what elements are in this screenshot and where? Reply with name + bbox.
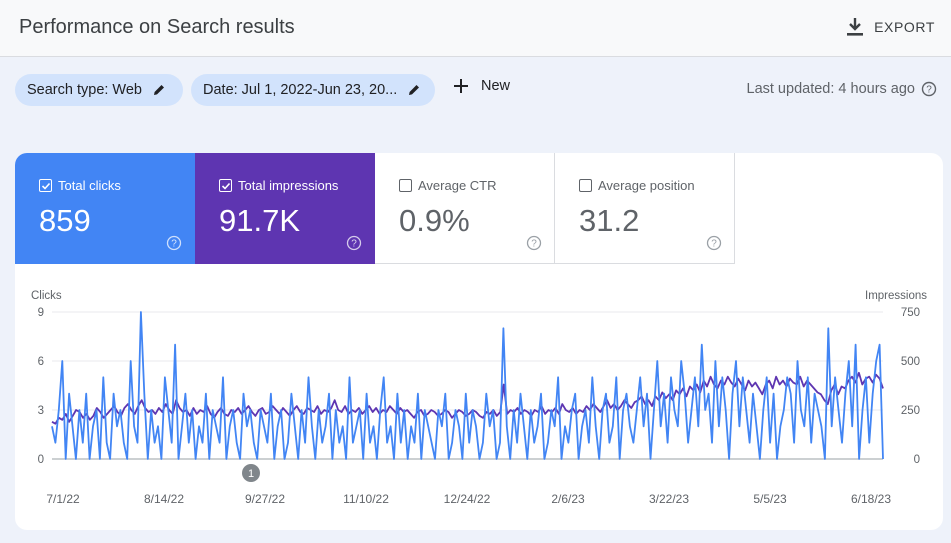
- svg-text:?: ?: [531, 239, 537, 250]
- date-label: Date: Jul 1, 2022-Jun 23, 20...: [203, 82, 398, 98]
- svg-text:?: ?: [711, 239, 717, 250]
- metric-average-ctr[interactable]: Average CTR 0.9% ?: [375, 153, 555, 264]
- help-icon[interactable]: ?: [166, 235, 182, 251]
- y-left-tick-label: 3: [38, 405, 44, 417]
- help-icon[interactable]: ?: [706, 235, 722, 251]
- last-updated: Last updated: 4 hours ago ?: [747, 81, 938, 97]
- metric-label: Total impressions: [238, 178, 339, 193]
- x-tick-label: 7/1/22: [46, 492, 80, 506]
- plus-icon: [454, 79, 468, 93]
- help-icon[interactable]: ?: [526, 235, 542, 251]
- metric-total-impressions[interactable]: Total impressions 91.7K ?: [195, 153, 375, 264]
- performance-card: Total clicks 859 ? Total impressions 91.…: [15, 153, 943, 530]
- performance-chart[interactable]: Clicks Impressions 9 750 6 500 3 250 0 0 7/1/22…: [15, 153, 943, 530]
- checkbox-unchecked-icon[interactable]: [399, 179, 412, 192]
- x-tick-label: 8/14/22: [144, 492, 184, 506]
- last-updated-text: Last updated: 4 hours ago: [746, 81, 916, 97]
- y-right-axis-label: Impressions: [865, 290, 927, 302]
- y-right-tick-label: 250: [901, 405, 920, 417]
- help-icon[interactable]: ?: [346, 235, 362, 251]
- new-label: New: [481, 78, 511, 94]
- x-tick-label: 12/24/22: [444, 492, 491, 506]
- page-header: Performance on Search results EXPORT: [0, 0, 951, 57]
- export-button[interactable]: EXPORT: [846, 17, 935, 37]
- y-right-tick-label: 750: [901, 307, 920, 319]
- checkbox-checked-icon[interactable]: [219, 179, 232, 192]
- export-label: EXPORT: [874, 19, 935, 35]
- annotation-label: 1: [248, 468, 254, 480]
- edit-icon: [154, 85, 164, 95]
- x-tick-label: 9/27/22: [245, 492, 285, 506]
- metric-total-clicks[interactable]: Total clicks 859 ?: [15, 153, 195, 264]
- svg-text:?: ?: [926, 85, 932, 96]
- x-tick-label: 6/18/23: [851, 492, 891, 506]
- y-left-tick-label: 0: [38, 454, 44, 466]
- metric-average-position[interactable]: Average position 31.2 ?: [555, 153, 735, 264]
- metric-value: 0.9%: [399, 203, 470, 238]
- metric-label: Average position: [598, 178, 695, 193]
- metric-value: 31.2: [579, 203, 640, 238]
- x-tick-label: 2/6/23: [551, 492, 585, 506]
- svg-text:?: ?: [171, 239, 177, 250]
- new-filter-button[interactable]: New: [453, 78, 510, 94]
- metric-label: Average CTR: [418, 178, 497, 193]
- search-type-label: Search type: Web: [27, 82, 142, 98]
- search-type-chip[interactable]: Search type: Web: [15, 74, 183, 106]
- series-line-clicks: [51, 311, 884, 460]
- metric-value: 859: [39, 203, 91, 238]
- checkbox-unchecked-icon[interactable]: [579, 179, 592, 192]
- page-title: Performance on Search results: [19, 16, 295, 38]
- help-icon[interactable]: ?: [921, 81, 937, 97]
- edit-icon: [409, 85, 420, 95]
- download-icon: [847, 18, 864, 36]
- svg-text:?: ?: [351, 239, 357, 250]
- y-right-tick-label: 500: [901, 356, 920, 368]
- x-tick-label: 11/10/22: [343, 492, 389, 506]
- checkbox-checked-icon[interactable]: [39, 179, 52, 192]
- x-tick-label: 3/22/23: [649, 492, 689, 506]
- metric-label: Total clicks: [58, 178, 121, 193]
- annotation-marker[interactable]: [242, 464, 260, 482]
- y-right-tick-label: 0: [914, 454, 920, 466]
- x-tick-label: 5/5/23: [753, 492, 787, 506]
- y-left-tick-label: 9: [38, 307, 44, 319]
- y-left-axis-label: Clicks: [31, 290, 62, 302]
- date-chip[interactable]: Date: Jul 1, 2022-Jun 23, 20...: [191, 74, 435, 106]
- y-left-tick-label: 6: [38, 356, 44, 368]
- metric-value: 91.7K: [219, 203, 301, 238]
